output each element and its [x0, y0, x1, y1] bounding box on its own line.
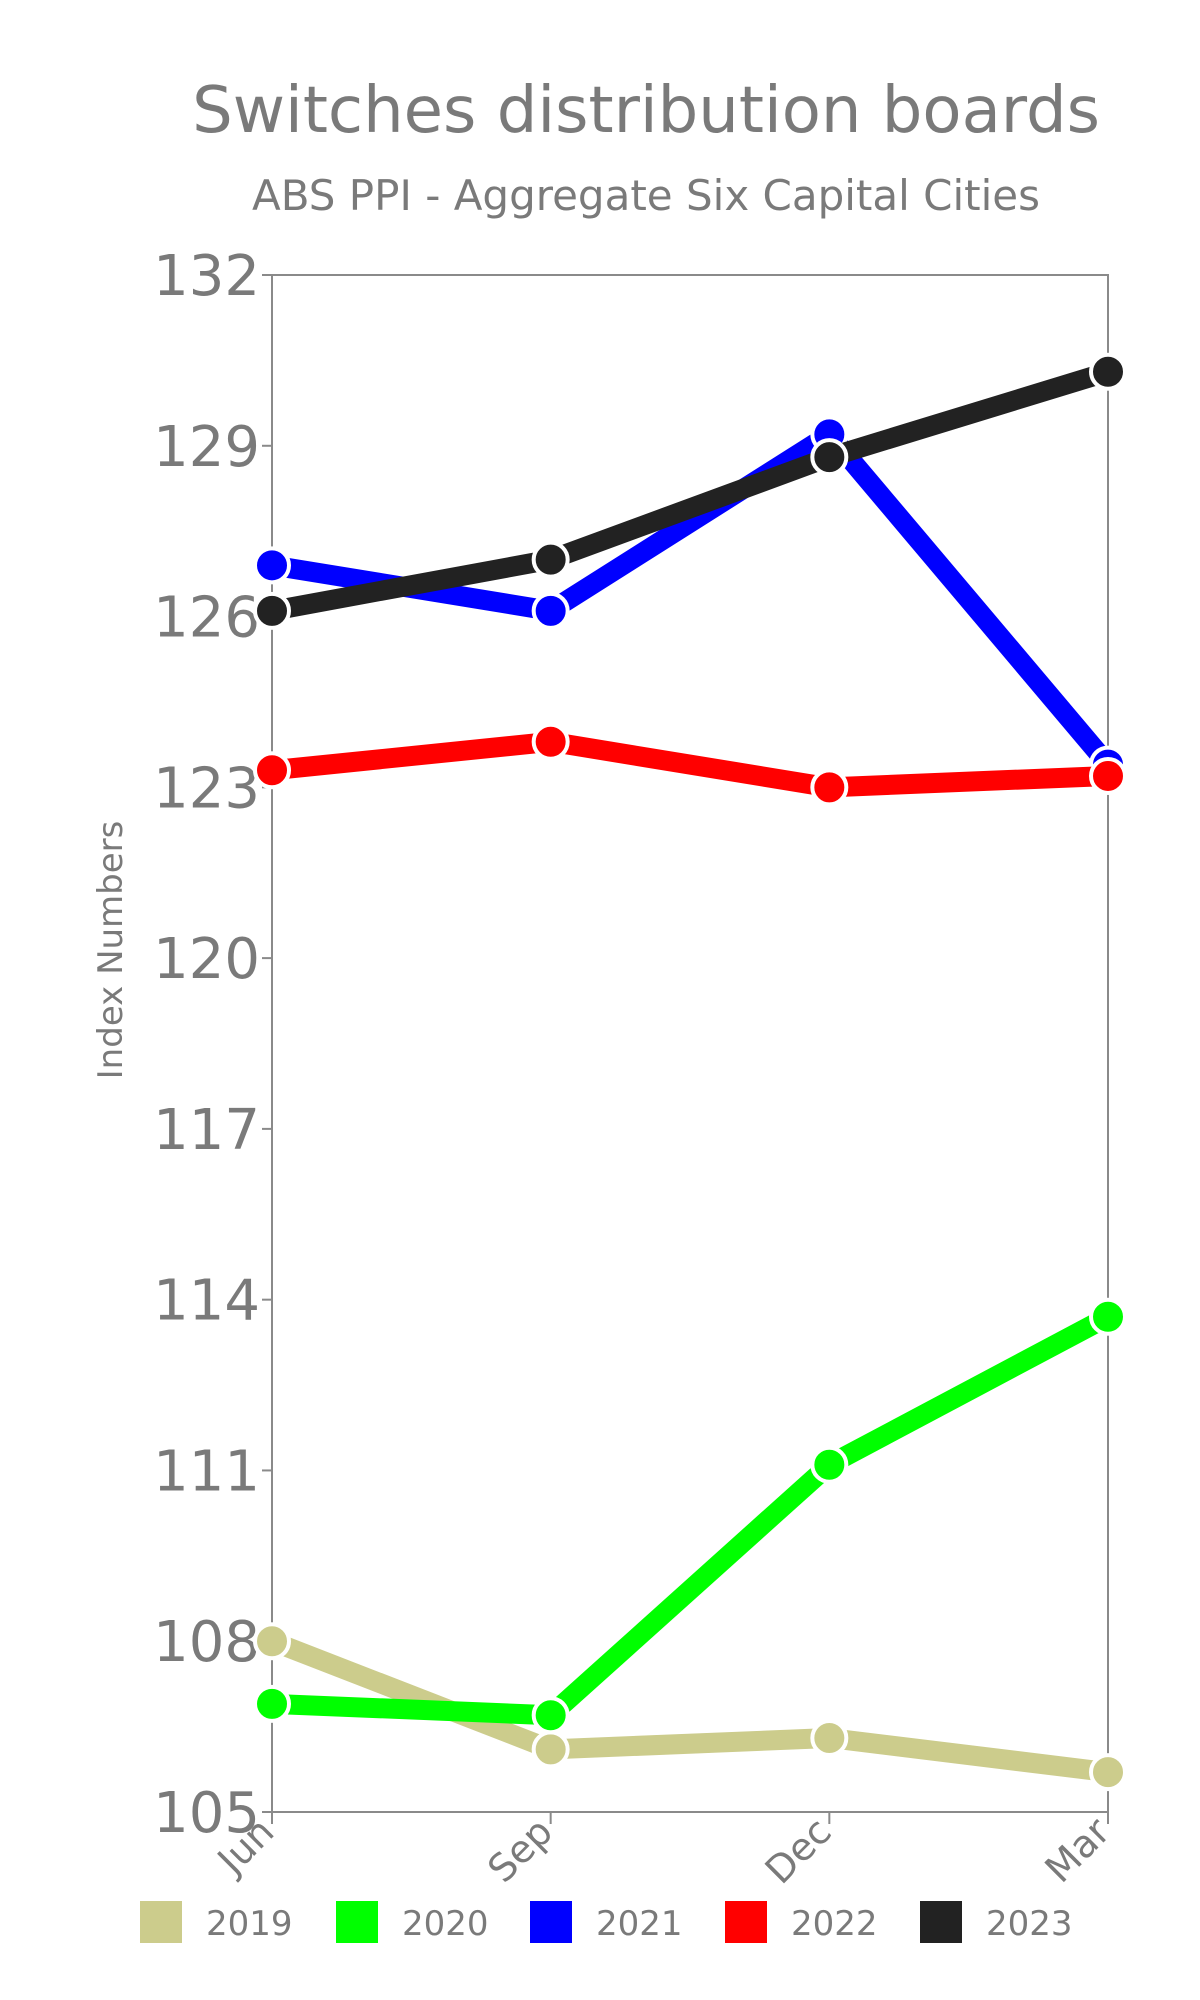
legend-swatch	[336, 1901, 378, 1943]
y-tick-label: 105	[153, 1781, 260, 1846]
legend-swatch	[725, 1901, 767, 1943]
series-2019	[253, 1622, 1127, 1792]
x-tick-label: Sep	[479, 1809, 561, 1891]
series-2022	[253, 722, 1127, 807]
series-line	[262, 361, 1118, 621]
legend-label: 2021	[596, 1904, 683, 1944]
chart-subtitle: ABS PPI - Aggregate Six Capital Cities	[252, 171, 1040, 220]
y-tick-label: 117	[153, 1098, 260, 1163]
data-point	[810, 1445, 849, 1484]
x-tick-label: Mar	[1037, 1809, 1119, 1891]
y-tick-label: 129	[153, 415, 260, 480]
legend-label: 2019	[206, 1904, 293, 1944]
y-tick-label: 132	[153, 244, 260, 309]
data-point	[531, 591, 570, 630]
legend-swatch	[920, 1901, 962, 1943]
data-point	[253, 751, 291, 790]
data-point	[531, 1730, 570, 1769]
legend-item-2020: 2020	[336, 1901, 489, 1944]
data-point	[253, 591, 291, 630]
series-line	[262, 424, 1118, 775]
data-point	[253, 1622, 291, 1661]
legend-item-2019: 2019	[140, 1901, 293, 1944]
series-line	[262, 1631, 1118, 1783]
y-tick-label: 108	[153, 1610, 260, 1675]
y-tick-label: 114	[153, 1269, 260, 1334]
data-point	[253, 546, 291, 585]
legend-label: 2022	[791, 1904, 878, 1944]
data-point	[810, 1718, 849, 1757]
chart-title: Switches distribution boards	[192, 74, 1100, 148]
legend-swatch	[140, 1901, 182, 1943]
data-point	[531, 1696, 570, 1735]
data-point	[810, 768, 849, 807]
data-point	[1089, 352, 1127, 391]
series-2023	[253, 352, 1127, 630]
series-line	[262, 1306, 1118, 1726]
x-tick-label: Dec	[757, 1809, 840, 1892]
series-line	[262, 731, 1118, 798]
legend-item-2022: 2022	[725, 1901, 878, 1944]
legend-label: 2020	[402, 1904, 489, 1944]
legend-item-2021: 2021	[530, 1901, 683, 1944]
legend-item-2023: 2023	[920, 1901, 1073, 1944]
data-point	[1089, 1297, 1127, 1336]
data-point	[1089, 756, 1127, 795]
y-tick-label: 126	[153, 586, 260, 651]
y-tick-label: 111	[153, 1439, 260, 1504]
y-axis-label: Index Numbers	[91, 821, 131, 1080]
legend-label: 2023	[986, 1904, 1073, 1944]
data-point	[1089, 1753, 1127, 1792]
data-point	[531, 722, 570, 761]
y-tick-label: 120	[153, 927, 260, 992]
plot-area-border	[271, 274, 1109, 1813]
legend-swatch	[530, 1901, 572, 1943]
data-point	[253, 1684, 291, 1723]
series-2020	[253, 1297, 1127, 1735]
y-tick-label: 123	[153, 756, 260, 821]
data-point	[810, 438, 849, 477]
data-point	[531, 540, 570, 579]
